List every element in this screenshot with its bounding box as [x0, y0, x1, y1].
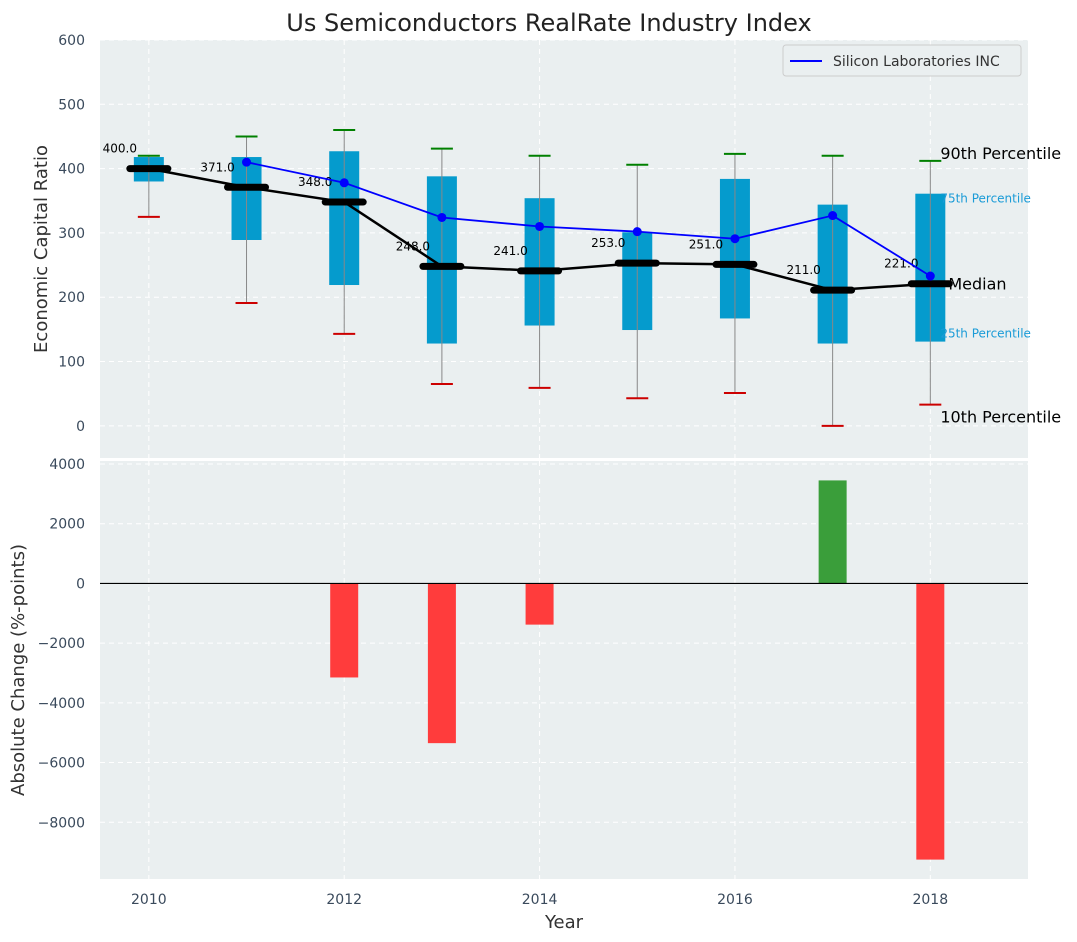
change-bar — [427, 583, 456, 744]
company-line — [242, 157, 935, 281]
x-tick-label: 2016 — [717, 892, 753, 908]
legend: Silicon Laboratories INC — [782, 44, 1022, 77]
median-value-label: 400.0 — [103, 142, 137, 156]
top-y-tick-label: 100 — [58, 355, 85, 371]
top-y-tick-label: 500 — [58, 97, 85, 113]
x-ticks: 2010 2012 2014 2016 2018 — [131, 892, 948, 908]
bottom-y-tick-label: −4000 — [38, 696, 85, 712]
top-y-tick-label: 300 — [58, 226, 85, 242]
top-y-tick-label: 400 — [58, 162, 85, 178]
annotation-q25: 25th Percentile — [940, 327, 1031, 341]
top-y-tick-label: 200 — [58, 290, 85, 306]
percentile-annotations: 90th Percentile 75th Percentile Median 25th… — [940, 144, 1061, 427]
annotation-q75: 75th Percentile — [940, 192, 1031, 206]
company-series-point — [632, 227, 642, 237]
x-axis-label: Year — [544, 912, 584, 933]
top-y-tick-label: 0 — [76, 419, 85, 435]
median-value-label: 221.0 — [884, 257, 918, 271]
bottom-y-tick-label: −8000 — [38, 815, 85, 831]
chart-title: Us Semiconductors RealRate Industry Inde… — [286, 9, 811, 37]
bottom-y-axis-label: Absolute Change (%-points) — [8, 544, 29, 796]
bottom-plot-area — [100, 461, 1028, 879]
company-series-point — [437, 212, 447, 222]
median-value-label: 371.0 — [200, 160, 234, 174]
change-bar — [916, 583, 945, 860]
median-value-label: 248.0 — [396, 239, 430, 253]
x-tick-label: 2012 — [326, 892, 362, 908]
change-bars — [100, 480, 1028, 860]
legend-box — [782, 44, 1022, 77]
company-series-line — [246, 161, 931, 277]
company-series-point — [535, 221, 545, 231]
annotation-p10: 10th Percentile — [940, 408, 1061, 427]
top-plot-area — [100, 40, 1028, 458]
legend-label: Silicon Laboratories INC — [833, 54, 1000, 70]
bottom-y-tick-label: 2000 — [49, 517, 85, 533]
x-tick-label: 2018 — [912, 892, 948, 908]
median-value-label: 211.0 — [786, 263, 820, 277]
company-series-point — [828, 211, 838, 221]
company-series-point — [339, 178, 349, 188]
median-value-label: 251.0 — [689, 237, 723, 251]
bottom-y-tick-label: 4000 — [49, 457, 85, 473]
top-y-ticks: 0 100 200 300 400 500 600 — [58, 33, 85, 435]
bottom-y-ticks: −8000 −6000 −4000 −2000 0 2000 4000 — [38, 457, 85, 831]
bottom-y-tick-label: −6000 — [38, 756, 85, 772]
bottom-y-tick-label: −2000 — [38, 636, 85, 652]
annotation-p90: 90th Percentile — [940, 144, 1061, 163]
change-bar — [525, 583, 554, 625]
top-y-axis-label: Economic Capital Ratio — [31, 145, 52, 353]
median-value-label: 253.0 — [591, 236, 625, 250]
median-value-label: 241.0 — [493, 244, 527, 258]
change-bar — [330, 583, 359, 678]
top-y-tick-label: 600 — [58, 33, 85, 49]
company-series-point — [242, 157, 252, 167]
company-series-point — [925, 271, 935, 281]
annotation-median: Median — [948, 275, 1006, 294]
change-bar — [818, 480, 847, 584]
x-tick-label: 2010 — [131, 892, 167, 908]
bottom-y-tick-label: 0 — [76, 576, 85, 592]
company-series-point — [730, 234, 740, 244]
x-tick-label: 2014 — [522, 892, 558, 908]
